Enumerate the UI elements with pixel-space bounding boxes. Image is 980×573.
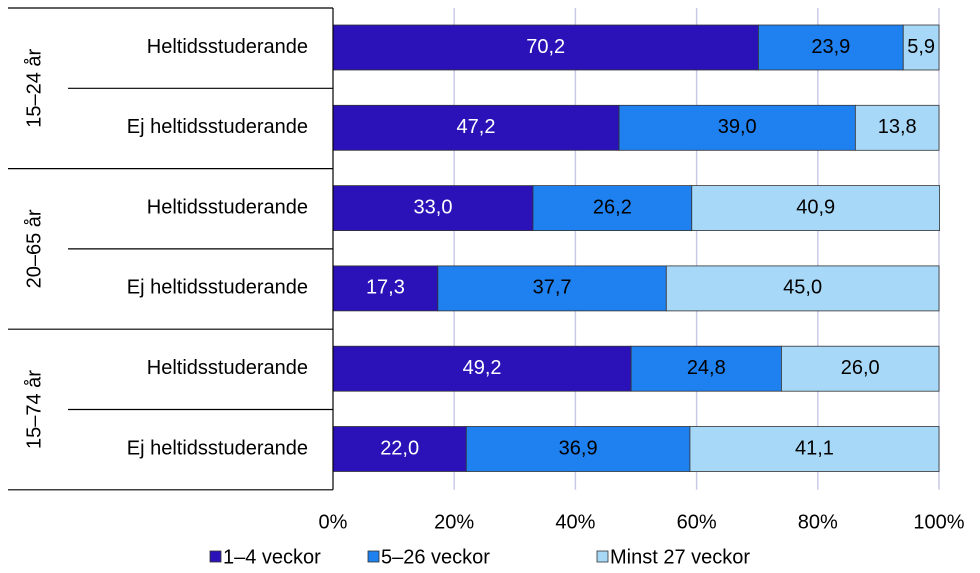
legend-label: 5–26 veckor [381, 546, 490, 568]
category-label: Heltidsstuderande [147, 36, 308, 58]
x-tick-label: 40% [555, 511, 595, 533]
group-label: 15–24 år [23, 48, 45, 127]
bar-segment [689, 426, 940, 472]
value-label: 13,8 [878, 116, 917, 138]
bar-segment [332, 265, 439, 312]
value-label: 41,1 [795, 437, 834, 459]
bar-segment [665, 265, 940, 312]
value-label: 49,2 [463, 357, 502, 379]
bar-segment [332, 185, 534, 232]
value-label: 40,9 [796, 196, 835, 218]
category-label: Heltidsstuderande [147, 196, 308, 218]
legend-label: 1–4 veckor [223, 546, 321, 568]
value-label: 70,2 [526, 36, 565, 58]
bar-segment [630, 345, 782, 392]
value-label: 23,9 [811, 36, 850, 58]
bar-segment [332, 24, 759, 71]
value-label: 36,9 [559, 437, 598, 459]
x-tick-label: 80% [798, 511, 838, 533]
value-label: 17,3 [366, 277, 405, 299]
legend-swatch [367, 550, 380, 563]
value-label: 24,8 [687, 357, 726, 379]
value-label: 47,2 [457, 116, 496, 138]
group-label: 20–65 år [23, 209, 45, 288]
bar-segment [691, 185, 941, 232]
bar-segment [465, 426, 691, 472]
bar-segment [854, 104, 940, 151]
category-label: Ej heltidsstuderande [127, 116, 308, 138]
bar-segment [437, 265, 667, 312]
legend-swatch [209, 550, 222, 563]
bar-segment [332, 426, 467, 472]
category-label: Ej heltidsstuderande [127, 277, 308, 299]
x-tick-label: 100% [913, 511, 964, 533]
x-tick-label: 60% [677, 511, 717, 533]
category-label: Heltidsstuderande [147, 357, 308, 379]
x-tick-label: 0% [319, 511, 348, 533]
bar-segment [332, 104, 620, 151]
value-label: 22,0 [380, 437, 419, 459]
value-label: 33,0 [414, 196, 453, 218]
value-label: 26,2 [593, 196, 632, 218]
value-label: 39,0 [718, 116, 757, 138]
group-label: 15–74 år [23, 370, 45, 449]
value-label: 5,9 [907, 36, 935, 58]
bar-segment [618, 104, 856, 151]
legend-label: Minst 27 veckor [610, 546, 750, 568]
x-tick-label: 20% [434, 511, 474, 533]
value-label: 26,0 [841, 357, 880, 379]
bar-segment [781, 345, 940, 392]
bar-segment [758, 24, 904, 71]
category-label: Ej heltidsstuderande [127, 437, 308, 459]
bar-segment [902, 24, 940, 71]
value-label: 37,7 [533, 277, 572, 299]
value-label: 45,0 [783, 277, 822, 299]
legend-swatch [596, 550, 609, 563]
